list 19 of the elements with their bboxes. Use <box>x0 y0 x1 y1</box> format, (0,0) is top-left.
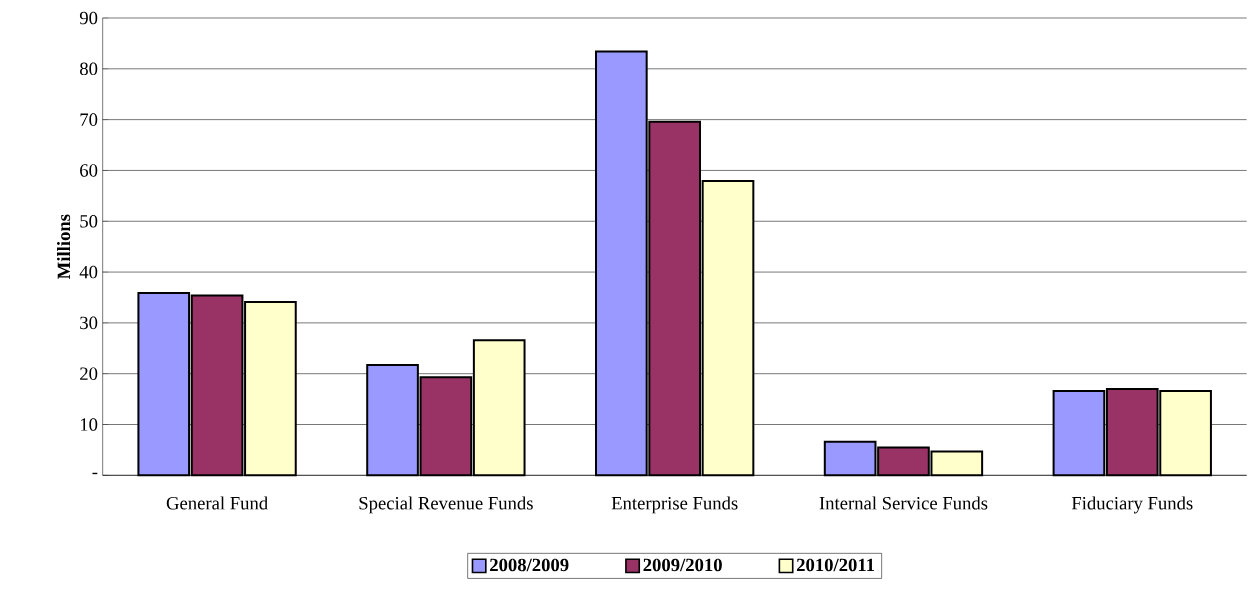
x-tick-label: Special Revenue Funds <box>359 496 533 514</box>
y-tick-label: 50 <box>80 214 98 228</box>
x-tick-label: Fiduciary Funds <box>1071 496 1193 514</box>
y-tick-label: 90 <box>79 11 98 25</box>
y-tick-label: 60 <box>80 164 98 177</box>
legend-label: 2008/2009 <box>490 558 569 572</box>
y-tick-label: 30 <box>80 316 98 330</box>
y-tick-label: 20 <box>80 367 98 380</box>
y-tick-label: - <box>92 472 98 475</box>
y-tick-label: 80 <box>80 62 98 76</box>
y-tick-label: 40 <box>79 265 98 279</box>
legend-label: 2009/2010 <box>643 558 722 572</box>
y-tick-label: 10 <box>80 418 98 431</box>
y-axis-title: Millions <box>57 214 71 280</box>
x-tick-label: Enterprise Funds <box>611 496 738 514</box>
x-tick-label: Internal Service Funds <box>819 496 988 510</box>
legend-label: 2010/2011 <box>796 558 875 572</box>
y-tick-label: 70 <box>80 113 98 126</box>
x-tick-label: General Fund <box>166 496 268 510</box>
